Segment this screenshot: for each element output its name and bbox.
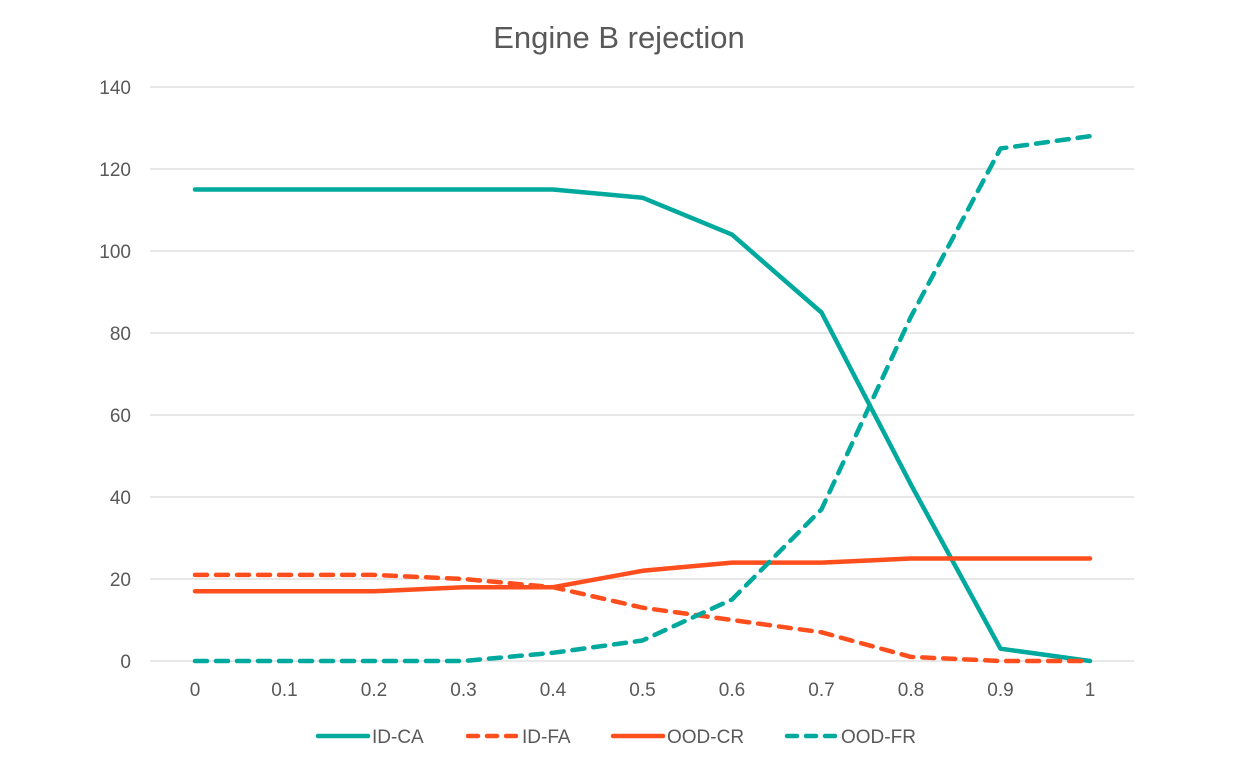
x-tick-label: 1 <box>1085 680 1096 701</box>
x-tick-label: 0.8 <box>898 680 924 701</box>
y-tick-label: 120 <box>99 160 131 181</box>
y-axis-ticks: 0 20 40 60 80 100 120 140 <box>99 78 131 673</box>
legend-label-ood-cr: OOD-CR <box>667 727 744 748</box>
y-tick-label: 140 <box>99 78 131 99</box>
x-axis-ticks: 0 0.1 0.2 0.3 0.4 0.5 0.6 0.7 0.8 0.9 1 <box>190 680 1096 701</box>
series-line-ood-fr <box>192 133 1093 664</box>
x-tick-label: 0.4 <box>540 680 567 701</box>
x-tick-label: 0.2 <box>361 680 387 701</box>
y-tick-label: 20 <box>110 570 131 591</box>
x-tick-label: 0.1 <box>271 680 297 701</box>
y-tick-label: 40 <box>110 488 131 509</box>
legend-label-ood-fr: OOD-FR <box>841 727 916 748</box>
y-tick-label: 0 <box>120 652 131 673</box>
x-tick-label: 0.9 <box>987 680 1013 701</box>
x-tick-label: 0.7 <box>808 680 834 701</box>
y-tick-label: 80 <box>110 324 131 345</box>
x-tick-label: 0.6 <box>719 680 745 701</box>
x-tick-label: 0.3 <box>450 680 476 701</box>
legend: ID-CA ID-FA OOD-CR OOD-FR <box>315 727 916 748</box>
series-lines <box>192 133 1093 664</box>
gridlines <box>150 86 1134 662</box>
series-line-id-ca <box>192 187 1093 664</box>
series-line-ood-cr <box>192 556 1093 594</box>
legend-label-id-ca: ID-CA <box>372 727 424 748</box>
series-line-id-fa <box>192 572 1093 664</box>
x-tick-label: 0 <box>190 680 201 701</box>
y-tick-label: 60 <box>110 406 131 427</box>
chart-title: Engine B rejection <box>493 20 745 55</box>
x-tick-label: 0.5 <box>629 680 655 701</box>
y-tick-label: 100 <box>99 242 131 263</box>
legend-label-id-fa: ID-FA <box>522 727 571 748</box>
